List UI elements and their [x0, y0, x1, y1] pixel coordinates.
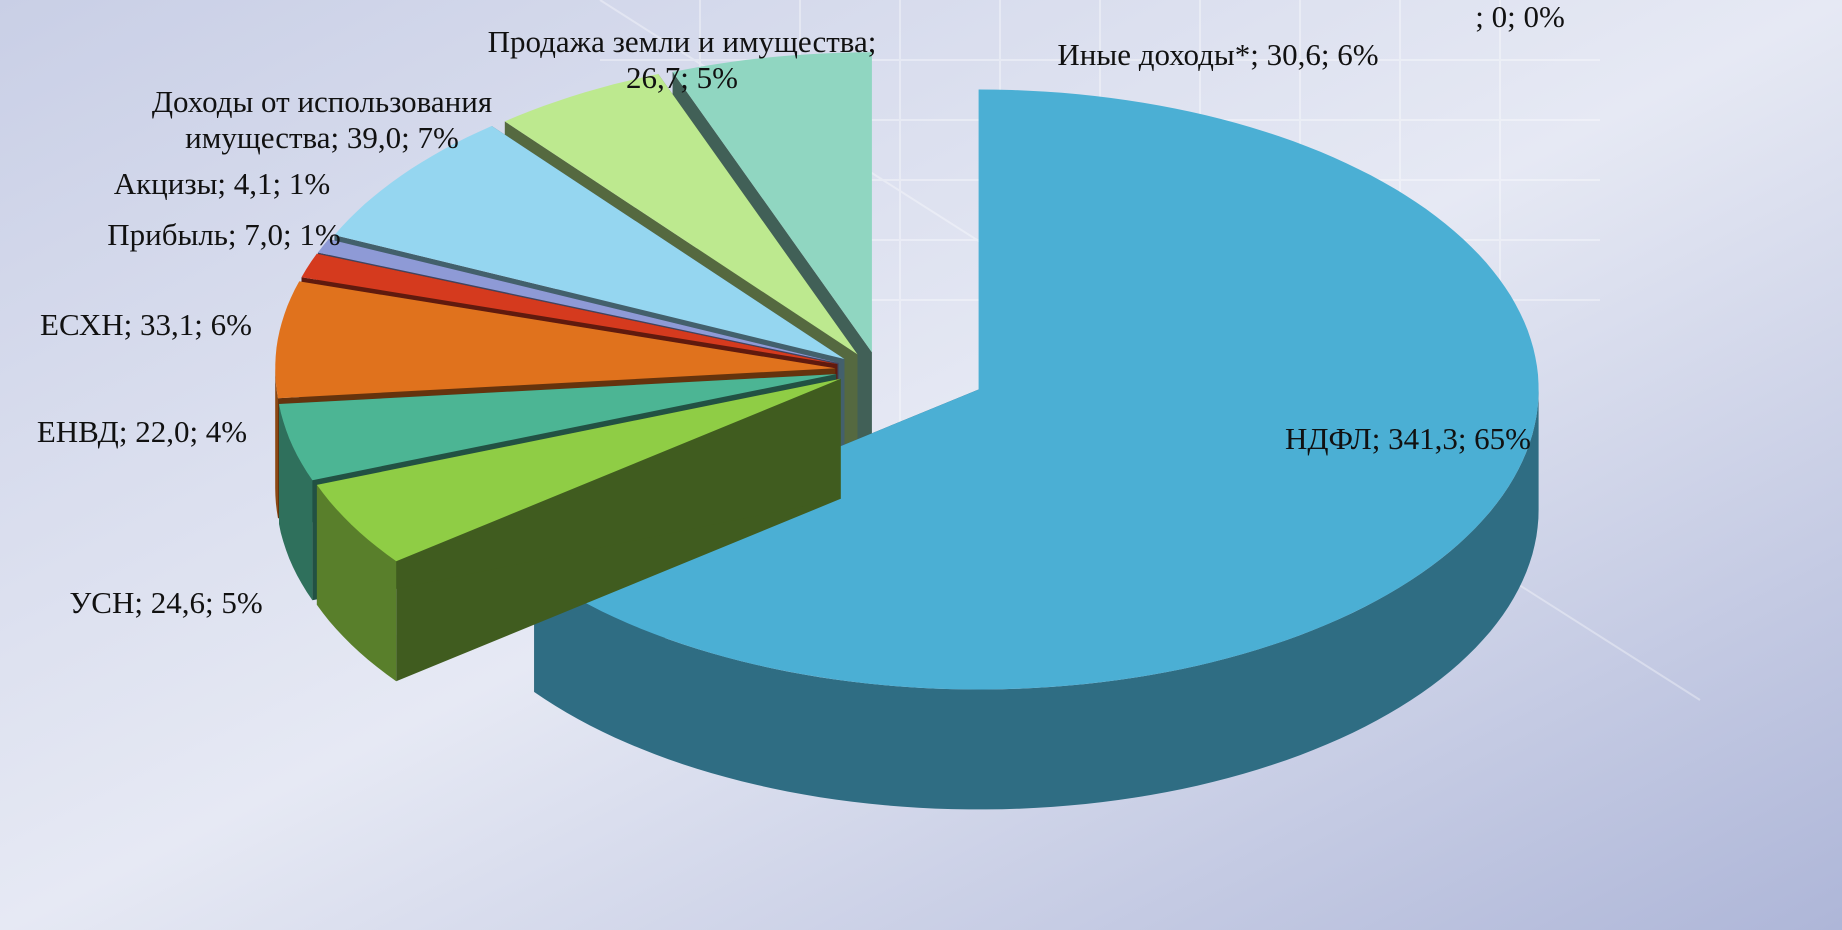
slice-rim: [275, 368, 278, 519]
slice: [279, 374, 837, 481]
data-label: Иные доходы*; 30,6; 6%: [1057, 37, 1378, 72]
slice: [317, 239, 839, 363]
slice-rim: [316, 484, 397, 682]
data-label: НДФЛ; 341,3; 65%: [1285, 421, 1531, 456]
data-label: 26,7; 5%: [626, 60, 738, 95]
data-label: ; 0; 0%: [1475, 0, 1565, 34]
data-label: Продажа земли и имущества;: [488, 24, 877, 59]
slice-side: [316, 378, 841, 605]
data-label: имущества; 39,0; 7%: [185, 120, 459, 155]
data-label: ЕНВД; 22,0; 4%: [37, 414, 247, 449]
slice-rim: [534, 389, 1539, 810]
slice: [672, 52, 872, 353]
slice: [316, 378, 841, 562]
slice: [504, 74, 858, 355]
slice: [534, 89, 1539, 690]
data-label: Доходы от использования: [152, 84, 492, 119]
slice: [275, 281, 836, 399]
labels: НДФЛ; 341,3; 65% УСН; 24,6; 5% ЕНВД; 22,0;…: [37, 0, 1565, 620]
data-label: УСН; 24,6; 5%: [69, 585, 262, 620]
slice: [301, 253, 838, 365]
slice: [334, 126, 845, 359]
data-label: Прибыль; 7,0; 1%: [107, 217, 340, 252]
pie: [275, 52, 1539, 810]
slice-rim: [279, 404, 313, 601]
data-label: Акцизы; 4,1; 1%: [114, 166, 331, 201]
data-label: ЕСХН; 33,1; 6%: [40, 307, 252, 342]
